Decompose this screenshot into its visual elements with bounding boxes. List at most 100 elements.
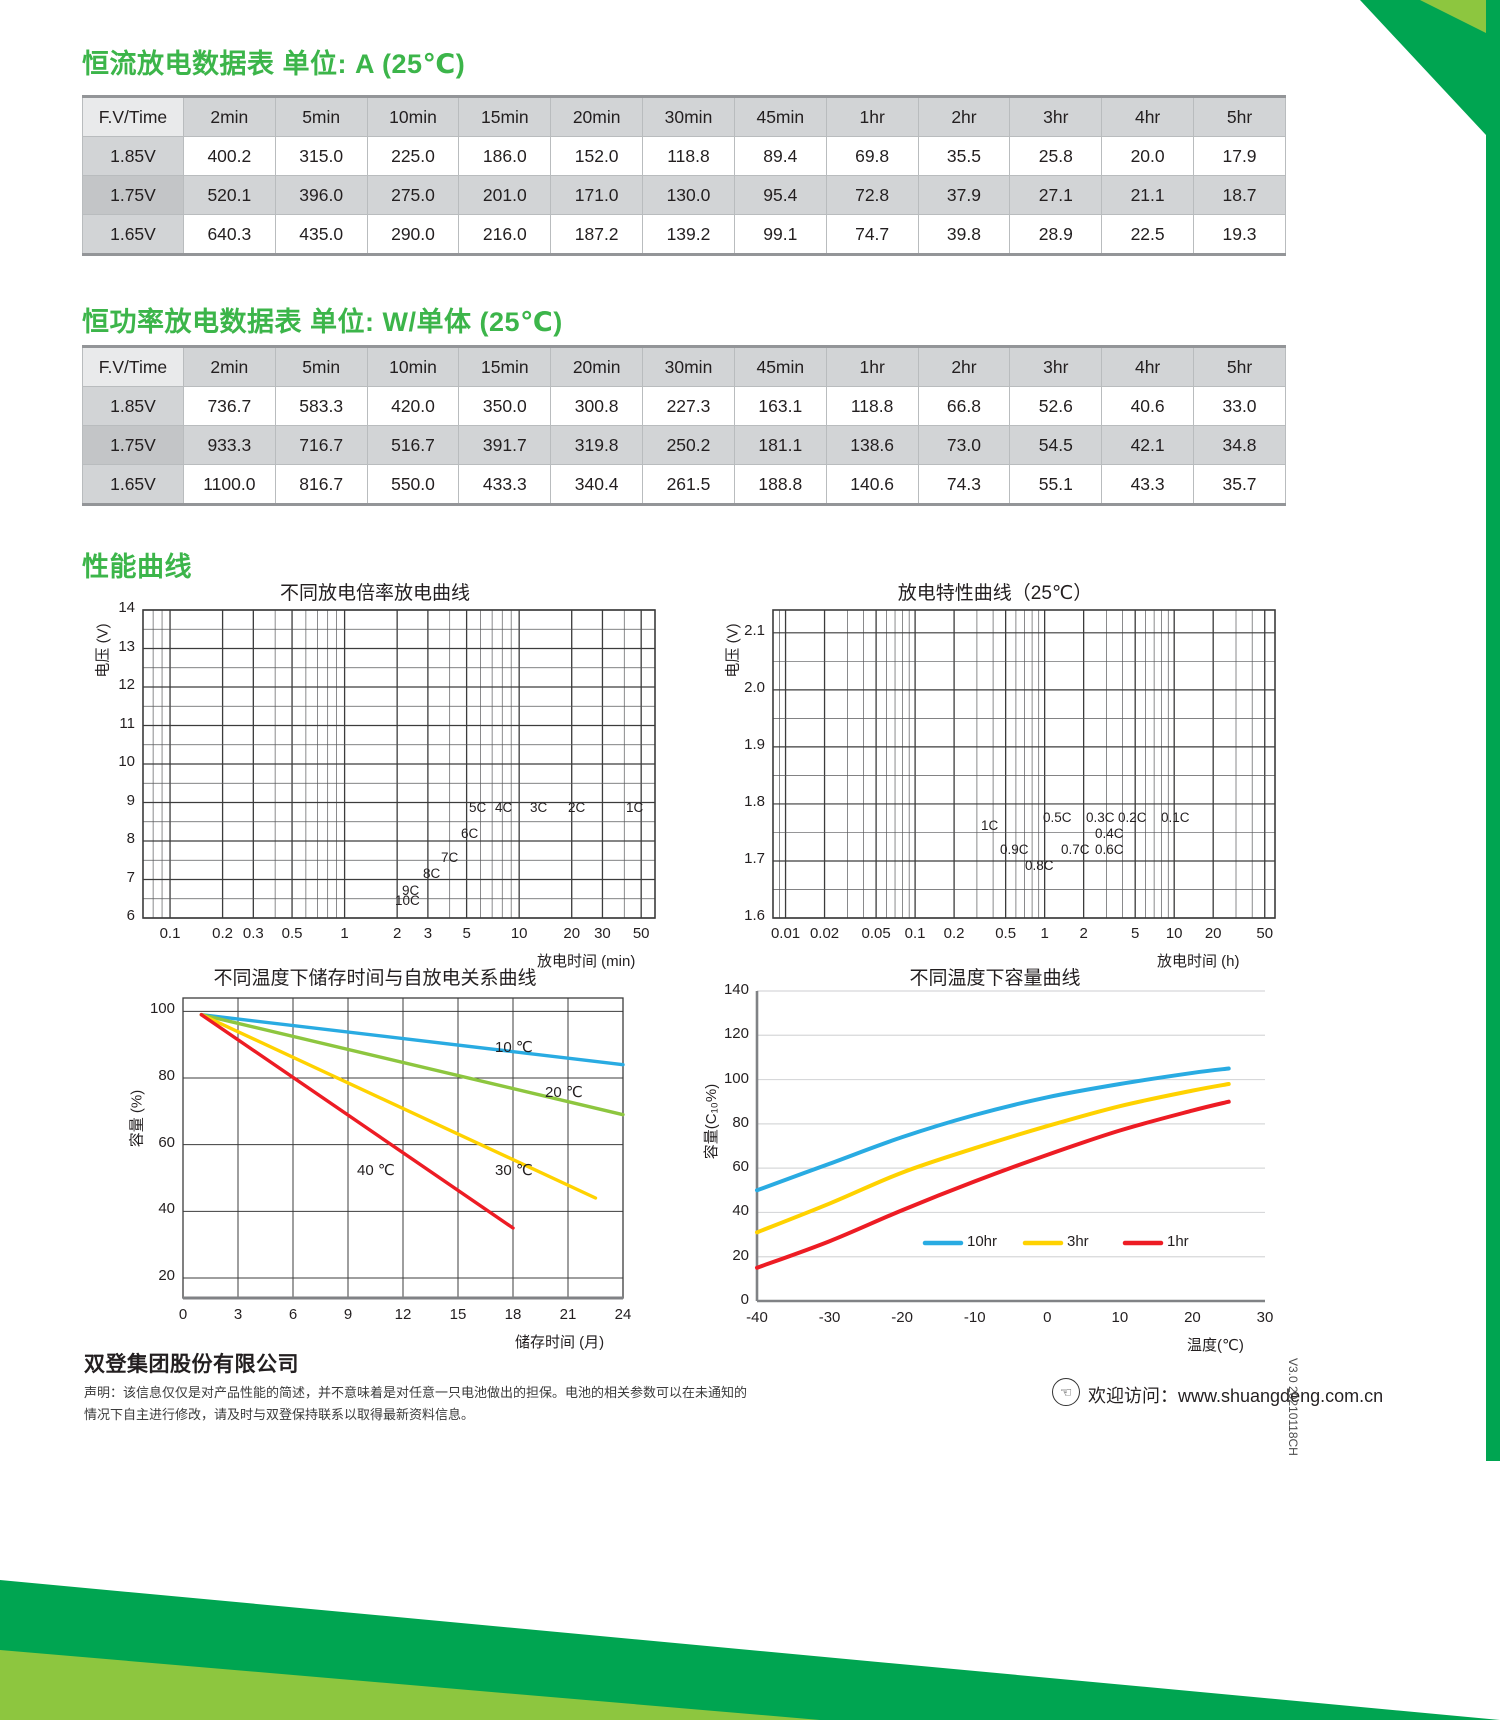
table-cell: 186.0 [458, 136, 552, 176]
x-tick-label: 0.2 [212, 925, 233, 942]
row-label: 1.75V [82, 425, 184, 465]
curve-label-2C: 2C [568, 800, 586, 815]
row-label: 1.65V [82, 464, 184, 506]
table-cell: 933.3 [182, 425, 276, 465]
x-tick-label: -20 [891, 1309, 913, 1326]
y-axis-label: 电压 (V) [724, 623, 742, 678]
y-tick-label: 40 [158, 1200, 175, 1218]
col-header-7: 45min [733, 345, 827, 387]
x-tick-label: 3 [423, 925, 433, 942]
y-tick-label: 60 [732, 1158, 749, 1176]
curve-label-8C: 8C [423, 866, 441, 881]
y-tick-label: 11 [119, 714, 135, 732]
col-header-0: F.V/Time [82, 345, 184, 387]
curve-label-40 ℃: 40 ℃ [357, 1162, 395, 1179]
table-cell: 550.0 [366, 464, 460, 506]
chart-capacity-vs-temperature: 不同温度下容量曲线 10hr 3hr 1hr 0 20 40 60 80 100 120 140 -4… [695, 963, 1295, 1354]
x-tick-label: 5 [462, 925, 471, 942]
x-tick-label: 30 [594, 925, 611, 942]
col-header-10: 3hr [1009, 95, 1103, 137]
y-axis-label: 容量(C₁₀%) [703, 1083, 721, 1160]
col-header-8: 1hr [825, 345, 919, 387]
constant-power-discharge-table: F.V/Time 2min 5min 10min 15min 20min 30min 45mi… [82, 345, 1286, 506]
curve-label-0.1C: 0.1C [1161, 810, 1190, 825]
x-tick-label: 2 [392, 925, 402, 942]
table-cell: 35.5 [917, 136, 1011, 176]
curve-label-0.6C: 0.6C [1095, 842, 1124, 857]
section-title-constant-current: 恒流放电数据表 单位: A (25℃) [82, 49, 466, 79]
x-tick-label: 12 [394, 1306, 412, 1323]
table-body: 1.85V 400.2 315.0 225.0 186.0 152.0 118.8 89.4 6… [82, 136, 1286, 256]
chart-canvas [142, 609, 656, 919]
x-tick-label: 1 [340, 925, 349, 942]
table-cell: 118.8 [642, 136, 735, 176]
constant-current-discharge-table: F.V/Time 2min 5min 10min 15min 20min 30min 45mi… [82, 95, 1286, 256]
table-cell: 21.1 [1101, 175, 1195, 215]
y-tick-label: 2.1 [744, 621, 765, 639]
x-axis-label: 温度(℃) [1187, 1337, 1244, 1354]
y-tick-label: 60 [158, 1133, 175, 1151]
y-tick-label: 2.0 [744, 678, 765, 696]
table-cell: 391.7 [458, 425, 552, 465]
hand-wave-icon: ☜ [1052, 1378, 1080, 1406]
corner-decor-bottom [0, 1460, 1500, 1720]
table-cell: 27.1 [1009, 175, 1103, 215]
curve-label-6C: 6C [461, 826, 479, 841]
disclaimer-line-1: 声明：该信息仅仅是对产品性能的简述，并不意味着是对任意一只电池做出的担保。电池的… [84, 1385, 748, 1400]
y-tick-label: 9 [126, 791, 135, 809]
series-20 ℃ [199, 1012, 625, 1117]
col-header-2: 5min [274, 95, 368, 137]
table-cell: 420.0 [366, 386, 460, 426]
table-header-row: F.V/Time 2min 5min 10min 15min 20min 30min 45mi… [82, 95, 1286, 137]
legend-label-3hr: 3hr [1067, 1233, 1089, 1250]
table-cell: 40.6 [1101, 386, 1195, 426]
x-tick-label: 30 [1256, 1309, 1274, 1326]
table-cell: 118.8 [825, 386, 919, 426]
series-1hr [755, 1099, 1231, 1270]
table-cell: 433.3 [458, 464, 552, 506]
x-tick-label: 0 [1043, 1309, 1052, 1326]
x-tick-label: -40 [746, 1309, 768, 1326]
col-header-6: 30min [642, 345, 735, 387]
table-cell: 18.7 [1193, 175, 1286, 215]
x-tick-label: 0.5 [281, 925, 303, 942]
table-cell: 72.8 [825, 175, 919, 215]
x-tick-label: 5 [1131, 925, 1140, 942]
curve-label-10 ℃: 10 ℃ [495, 1039, 533, 1056]
x-tick-label: 9 [343, 1306, 353, 1323]
y-tick-label: 12 [118, 676, 135, 693]
table-cell: 319.8 [550, 425, 644, 465]
table-cell: 39.8 [917, 214, 1011, 256]
x-tick-label: 10 [510, 925, 528, 942]
chart-storage-self-discharge: 不同温度下储存时间与自放电关系曲线 20 40 60 80 100 0 3 6 9 12 15 18 2… [75, 963, 675, 1353]
table-cell: 37.9 [917, 175, 1011, 215]
curve-label-30 ℃: 30 ℃ [495, 1162, 533, 1179]
row-label: 1.85V [82, 386, 184, 426]
col-header-7: 45min [733, 95, 827, 137]
company-name: 双登集团股份有限公司 [84, 1353, 299, 1376]
website-link[interactable]: 欢迎访问：www.shuangdeng.com.cn [1088, 1386, 1384, 1406]
series-10 ℃ [199, 1012, 625, 1067]
table-cell: 315.0 [274, 136, 368, 176]
x-tick-label: 2 [1079, 925, 1088, 942]
table-cell: 201.0 [458, 175, 552, 215]
x-tick-label: 0.05 [861, 925, 891, 942]
curve-label-0.8C: 0.8C [1025, 858, 1054, 873]
y-tick-label: 80 [732, 1113, 749, 1131]
chart-title: 不同放电倍率放电曲线 [279, 583, 470, 604]
table-cell: 171.0 [550, 175, 644, 215]
y-tick-label: 20 [158, 1267, 175, 1284]
table-cell: 187.2 [550, 214, 644, 256]
col-header-0: F.V/Time [82, 95, 184, 137]
y-tick-label: 10 [118, 753, 135, 770]
y-tick-label: 100 [149, 1000, 175, 1018]
table-cell: 139.2 [642, 214, 735, 256]
y-tick-label: 100 [723, 1069, 749, 1087]
table-cell: 95.4 [733, 175, 827, 215]
table-cell: 52.6 [1009, 386, 1103, 426]
table-row: 1.85V 736.7 583.3 420.0 350.0 300.8 227.3 163.1… [82, 386, 1286, 426]
curve-label-9C: 9C [402, 883, 420, 898]
legend-label-1hr: 1hr [1167, 1233, 1189, 1250]
col-header-10: 3hr [1009, 345, 1103, 387]
chart-rate-discharge: 不同放电倍率放电曲线 6 7 8 9 10 11 12 13 14 0.1 0.2 0.3 0.5 1 2 3… [75, 578, 675, 970]
